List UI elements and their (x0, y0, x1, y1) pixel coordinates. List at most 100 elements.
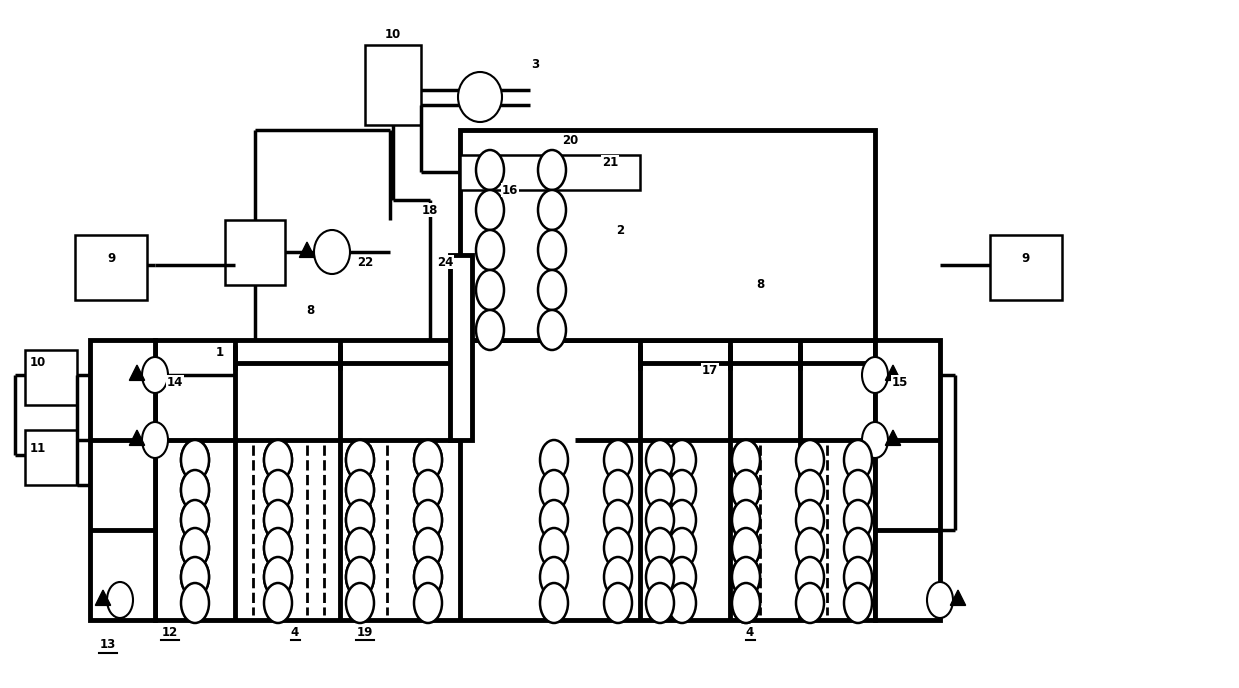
Bar (990, 235, 1062, 300)
Ellipse shape (538, 230, 566, 270)
Ellipse shape (668, 470, 696, 510)
Ellipse shape (540, 500, 567, 540)
Polygon shape (129, 430, 145, 445)
Ellipse shape (264, 470, 292, 510)
Ellipse shape (476, 230, 504, 270)
Text: 8: 8 (756, 279, 764, 292)
Ellipse shape (181, 528, 209, 568)
Ellipse shape (603, 500, 632, 540)
Ellipse shape (844, 528, 872, 568)
Text: 18: 18 (421, 204, 439, 217)
Text: 20: 20 (561, 133, 579, 147)
Ellipse shape (181, 557, 209, 597)
Ellipse shape (476, 190, 504, 230)
Ellipse shape (414, 500, 442, 540)
Ellipse shape (346, 583, 374, 623)
Polygon shape (950, 590, 965, 605)
Ellipse shape (732, 557, 760, 597)
Ellipse shape (414, 528, 442, 568)
Ellipse shape (538, 150, 566, 190)
Ellipse shape (346, 500, 374, 540)
Ellipse shape (795, 500, 824, 540)
Ellipse shape (264, 557, 292, 597)
Bar (366, 45, 421, 125)
Ellipse shape (603, 557, 632, 597)
Ellipse shape (540, 583, 567, 623)
Text: 17: 17 (701, 363, 719, 376)
Ellipse shape (540, 528, 567, 568)
Ellipse shape (476, 270, 504, 310)
Ellipse shape (668, 500, 696, 540)
Ellipse shape (264, 470, 292, 510)
Ellipse shape (603, 583, 632, 623)
Ellipse shape (732, 440, 760, 480)
Ellipse shape (264, 583, 292, 623)
Polygon shape (886, 365, 901, 380)
Ellipse shape (603, 528, 632, 568)
Text: 3: 3 (532, 58, 539, 72)
Ellipse shape (927, 582, 953, 618)
Ellipse shape (646, 470, 674, 510)
Text: 10: 10 (30, 356, 46, 369)
Ellipse shape (668, 440, 696, 480)
Ellipse shape (732, 500, 760, 540)
Bar (76, 235, 147, 300)
Text: 16: 16 (502, 184, 518, 197)
Ellipse shape (732, 583, 760, 623)
Ellipse shape (414, 557, 442, 597)
Ellipse shape (603, 470, 632, 510)
Bar (450, 255, 472, 440)
Text: 14: 14 (167, 376, 183, 389)
Text: 11: 11 (30, 442, 46, 455)
Text: 13: 13 (100, 638, 116, 652)
Ellipse shape (346, 500, 374, 540)
Text: 2: 2 (616, 224, 624, 237)
Ellipse shape (844, 583, 872, 623)
Ellipse shape (181, 440, 209, 480)
Ellipse shape (142, 357, 169, 393)
Ellipse shape (795, 583, 824, 623)
Text: 9: 9 (1022, 252, 1030, 264)
Text: 24: 24 (437, 255, 453, 268)
Ellipse shape (646, 583, 674, 623)
Ellipse shape (346, 440, 374, 480)
Ellipse shape (181, 440, 209, 480)
Ellipse shape (668, 557, 696, 597)
Text: 12: 12 (162, 625, 178, 638)
Ellipse shape (732, 470, 760, 510)
Ellipse shape (844, 470, 872, 510)
Ellipse shape (540, 440, 567, 480)
Ellipse shape (732, 557, 760, 597)
Ellipse shape (844, 440, 872, 480)
Bar (460, 155, 641, 190)
Bar (460, 130, 875, 340)
Ellipse shape (264, 528, 292, 568)
Ellipse shape (346, 470, 374, 510)
Ellipse shape (476, 310, 504, 350)
Ellipse shape (346, 528, 374, 568)
Ellipse shape (181, 583, 209, 623)
Text: 15: 15 (892, 376, 908, 389)
Ellipse shape (795, 440, 824, 480)
Polygon shape (300, 242, 315, 257)
Ellipse shape (538, 190, 566, 230)
Ellipse shape (414, 583, 442, 623)
Ellipse shape (668, 583, 696, 623)
Ellipse shape (414, 440, 442, 480)
Ellipse shape (646, 440, 674, 480)
Ellipse shape (603, 440, 632, 480)
Ellipse shape (264, 500, 292, 540)
Text: 4: 4 (746, 625, 755, 638)
Ellipse shape (264, 557, 292, 597)
Ellipse shape (414, 440, 442, 480)
Ellipse shape (414, 557, 442, 597)
Bar (225, 220, 285, 285)
Ellipse shape (181, 470, 209, 510)
Text: 1: 1 (216, 345, 224, 358)
Ellipse shape (181, 470, 209, 510)
Bar (875, 340, 940, 620)
Text: 4: 4 (291, 625, 299, 638)
Text: 9: 9 (107, 252, 115, 264)
Polygon shape (886, 430, 901, 445)
Ellipse shape (313, 230, 349, 274)
